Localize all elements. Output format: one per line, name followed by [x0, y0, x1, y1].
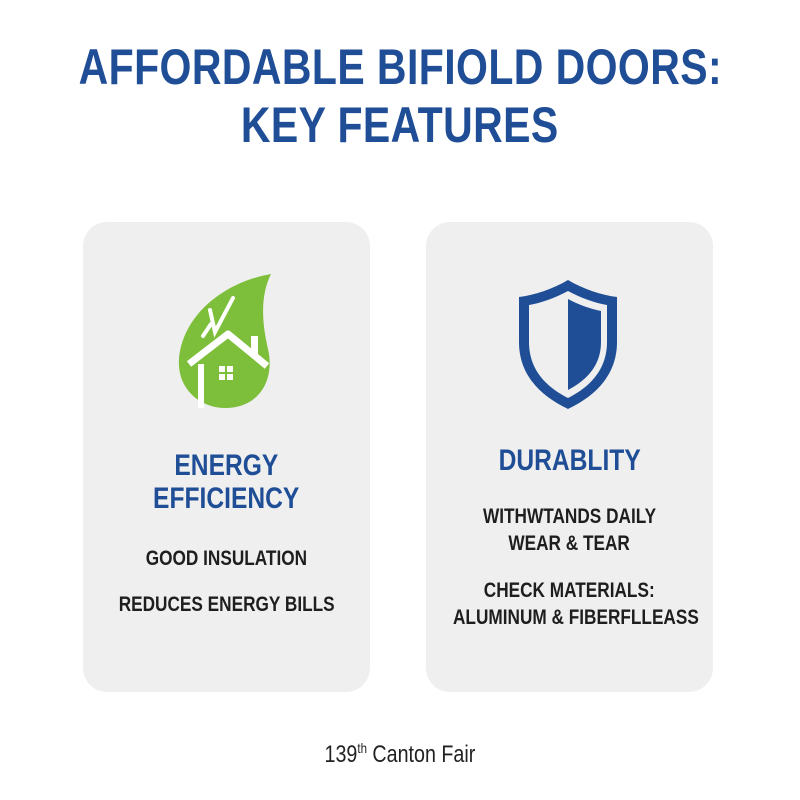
- title-line-2: KEY FEATURES: [241, 97, 559, 153]
- heading-line: EFFICIENCY: [153, 482, 300, 515]
- energy-efficiency-card: ENERGY EFFICIENCY GOOD INSULATION REDUCE…: [83, 222, 370, 692]
- feature-item: CHECK MATERIALS: ALUMINUM & FIBERFLLEASS: [426, 577, 713, 631]
- card-heading: DURABLITY: [426, 444, 713, 477]
- footer-text: Canton Fair: [372, 741, 476, 768]
- heading-line: DURABLITY: [498, 444, 641, 477]
- shield-icon: [519, 280, 617, 409]
- feature-text: GOOD INSULATION: [145, 547, 308, 570]
- feature-text: ALUMINUM & FIBERFLLEASS: [452, 606, 699, 629]
- feature-text: WITHWTANDS DAILY: [482, 505, 657, 528]
- footer-number: 139: [324, 741, 358, 768]
- heading-line: ENERGY: [174, 449, 279, 482]
- title-line-1: AFFORDABLE BIFIOLD DOORS:: [78, 39, 722, 95]
- feature-text: WEAR & TEAR: [508, 532, 631, 555]
- feature-item: GOOD INSULATION: [83, 545, 370, 572]
- feature-text: CHECK MATERIALS:: [484, 579, 655, 602]
- card-heading: ENERGY EFFICIENCY: [83, 449, 370, 515]
- feature-item: WITHWTANDS DAILY WEAR & TEAR: [426, 503, 713, 557]
- feature-text: REDUCES ENERGY BILLS: [118, 593, 335, 616]
- durability-card: DURABLITY WITHWTANDS DAILY WEAR & TEAR C…: [426, 222, 713, 692]
- footer-suffix: th: [357, 740, 368, 756]
- page-title: AFFORDABLE BIFIOLD DOORS: KEY FEATURES: [0, 38, 800, 154]
- leaf-house-icon: [178, 274, 271, 408]
- footer-caption: 139th Canton Fair: [0, 740, 800, 769]
- feature-item: REDUCES ENERGY BILLS: [83, 591, 370, 618]
